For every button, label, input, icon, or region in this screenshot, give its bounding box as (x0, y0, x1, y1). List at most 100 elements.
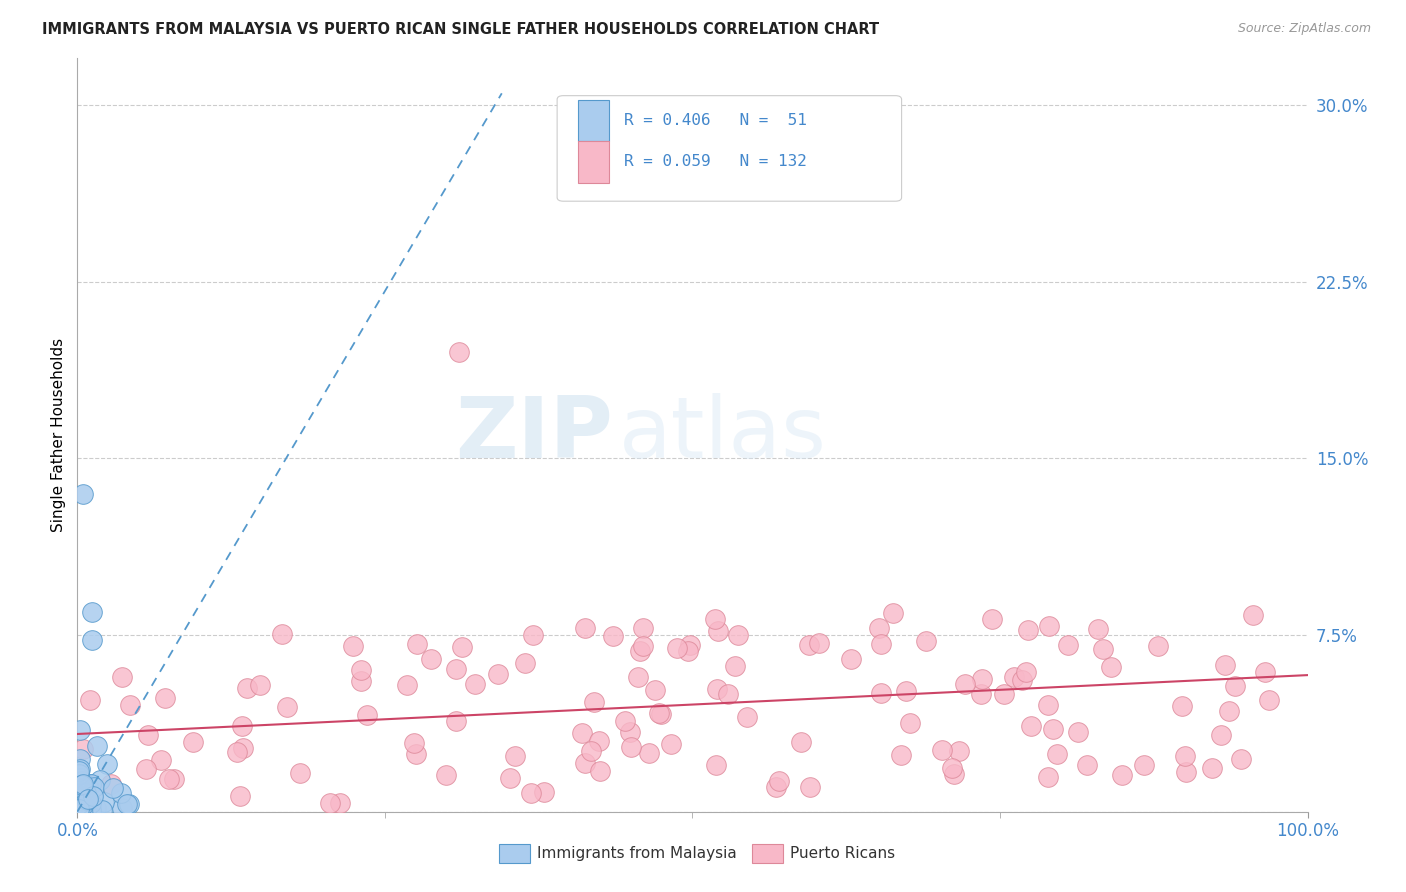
Point (163, 772, 186, 786)
Point (75, 786, 97, 800)
Point (808, 636, 831, 650)
Point (633, 639, 655, 653)
Point (588, 733, 610, 747)
Point (72, 487, 94, 501)
Point (1241, 607, 1264, 622)
Point (727, 628, 749, 642)
Text: ZIP: ZIP (454, 393, 613, 476)
Point (75, 802, 97, 816)
Point (1076, 758, 1098, 772)
Point (86, 739, 108, 753)
Point (1002, 670, 1025, 684)
Point (768, 774, 790, 789)
Point (1133, 757, 1156, 772)
Point (868, 621, 890, 635)
Point (941, 761, 963, 775)
Point (659, 737, 682, 751)
Point (70, 798, 93, 813)
Point (1174, 749, 1197, 764)
Point (69, 762, 91, 776)
Point (589, 764, 612, 778)
Point (676, 644, 699, 658)
Point (100, 777, 122, 791)
Point (138, 728, 160, 742)
Point (717, 687, 740, 701)
Point (229, 789, 252, 804)
Point (77, 780, 100, 794)
Point (72, 742, 94, 756)
Point (1218, 704, 1240, 718)
FancyBboxPatch shape (578, 100, 609, 141)
Point (69, 797, 91, 811)
Point (72, 798, 94, 813)
Point (115, 797, 138, 812)
Point (993, 688, 1015, 702)
Point (84, 800, 107, 814)
Point (82, 632, 104, 647)
Point (628, 644, 651, 658)
Point (614, 714, 637, 728)
Point (83, 780, 105, 794)
Point (67, 764, 90, 778)
Point (1019, 719, 1042, 733)
Point (519, 786, 541, 800)
Point (638, 746, 661, 760)
Point (890, 747, 912, 762)
Point (1042, 723, 1064, 737)
Point (1017, 623, 1039, 637)
Point (981, 612, 1004, 626)
Point (67, 788, 90, 802)
Point (405, 747, 427, 761)
Point (870, 686, 893, 700)
Point (356, 707, 378, 722)
Point (236, 681, 259, 695)
Point (80, 803, 103, 817)
Point (1174, 764, 1197, 779)
Point (970, 672, 993, 686)
Point (1254, 665, 1277, 679)
Point (894, 683, 917, 698)
Point (799, 638, 821, 652)
Point (1038, 698, 1060, 713)
Point (581, 744, 603, 758)
Point (111, 801, 134, 815)
Text: Source: ZipAtlas.com: Source: ZipAtlas.com (1237, 22, 1371, 36)
Point (402, 735, 425, 749)
Point (101, 781, 124, 796)
Point (80, 797, 103, 811)
Point (943, 767, 966, 781)
Point (970, 687, 993, 701)
Text: atlas: atlas (619, 393, 827, 476)
Point (533, 785, 555, 799)
Point (157, 772, 180, 787)
Point (1087, 623, 1109, 637)
Point (650, 706, 672, 721)
Point (276, 700, 298, 714)
Point (1170, 699, 1192, 714)
Point (271, 627, 294, 641)
Point (574, 621, 596, 635)
Point (735, 710, 758, 724)
Point (1257, 692, 1279, 706)
Point (77, 792, 100, 806)
Point (571, 726, 593, 740)
Point (80, 803, 103, 817)
Point (72, 777, 94, 791)
Point (1223, 679, 1246, 693)
Point (620, 739, 643, 754)
Point (839, 652, 862, 666)
Point (67, 797, 90, 812)
Point (765, 780, 787, 795)
Point (405, 637, 427, 651)
Point (225, 745, 247, 759)
Point (631, 621, 654, 635)
Text: Immigrants from Malaysia: Immigrants from Malaysia (537, 847, 737, 861)
Point (602, 629, 624, 643)
FancyBboxPatch shape (557, 95, 901, 202)
Point (79, 693, 101, 707)
Point (1147, 639, 1170, 653)
Point (464, 677, 486, 691)
Point (89, 772, 111, 787)
Point (434, 768, 457, 782)
Point (69, 772, 91, 786)
